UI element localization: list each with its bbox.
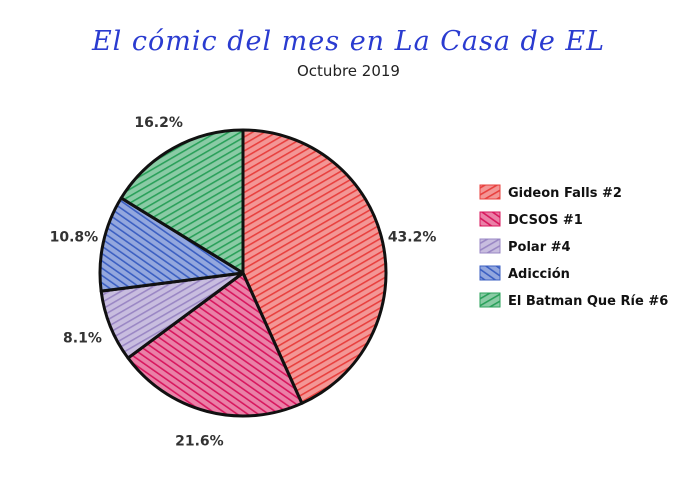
slice-label-el-batman-que-r-e-6: 16.2% xyxy=(134,115,183,131)
slice-label-polar-4: 8.1% xyxy=(63,331,102,347)
legend-label-adicci-n: Adicción xyxy=(508,267,570,282)
legend-swatch-dcsos-1 xyxy=(479,211,501,227)
pie-slice-el-batman-que-r-e-6 xyxy=(119,128,245,275)
pie-slice-gideon-falls-2 xyxy=(241,128,388,405)
legend-swatch-gideon-falls-2 xyxy=(479,184,501,200)
legend-label-gideon-falls-2: Gideon Falls #2 xyxy=(508,186,622,201)
slice-label-gideon-falls-2: 43.2% xyxy=(388,230,437,246)
slice-label-dcsos-1: 21.6% xyxy=(175,433,224,449)
chart-subtitle: Octubre 2019 xyxy=(297,62,400,80)
legend-label-polar-4: Polar #4 xyxy=(508,240,571,255)
legend-swatch-polar-4 xyxy=(479,238,501,254)
slice-label-adicci-n: 10.8% xyxy=(50,230,99,246)
pie-slice-adicci-n xyxy=(98,196,245,293)
legend-label-dcsos-1: DCSOS #1 xyxy=(508,213,583,228)
legend-swatch-el-batman-que-r-e-6 xyxy=(479,292,501,308)
chart-title: El cómic del mes en La Casa de EL xyxy=(91,26,606,57)
legend-label-el-batman-que-r-e-6: El Batman Que Ríe #6 xyxy=(508,294,668,309)
legend-swatch-adicci-n xyxy=(479,265,501,281)
pie-slice-dcsos-1 xyxy=(126,271,304,418)
